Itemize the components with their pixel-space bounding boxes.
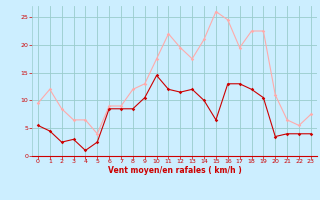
X-axis label: Vent moyen/en rafales ( km/h ): Vent moyen/en rafales ( km/h ): [108, 166, 241, 175]
